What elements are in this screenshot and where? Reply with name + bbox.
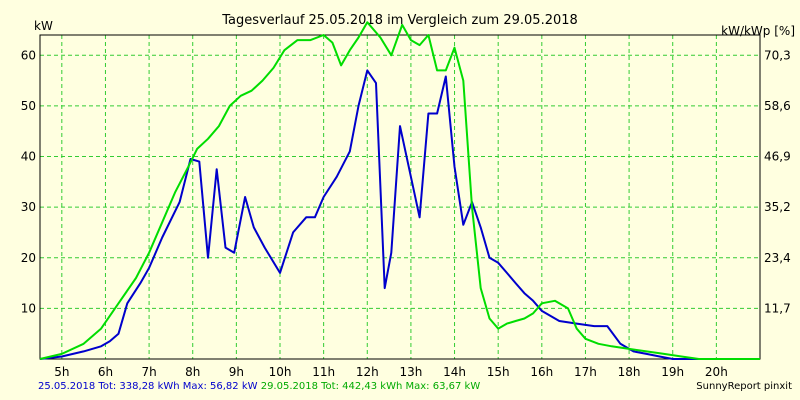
y-tick-label-left: 20 [21, 251, 36, 265]
chart-title: Tagesverlauf 25.05.2018 im Vergleich zum… [221, 13, 578, 28]
series-layer [39, 21, 760, 360]
series-line-2 [39, 21, 760, 360]
y-tick-label-right: 35,2 [764, 200, 791, 214]
legend-footer: 25.05.2018 Tot: 338,28 kWh Max: 56,82 kW… [38, 381, 480, 392]
series2-summary: 29.05.2018 Tot: 442,43 kWh Max: 63,67 kW [260, 381, 481, 392]
x-tick-label: 8h [185, 365, 200, 379]
x-tick-label: 7h [141, 365, 156, 379]
y-tick-label-right: 70,3 [764, 48, 791, 62]
y-tick-label-right: 23,4 [764, 251, 791, 265]
y-tick-label-left: 40 [21, 150, 36, 164]
x-tick-label: 5h [54, 365, 69, 379]
x-tick-label: 16h [530, 365, 553, 379]
grid [40, 35, 760, 359]
x-tick-label: 14h [443, 365, 466, 379]
x-tick-label: 17h [574, 365, 597, 379]
y-tick-label-right: 11,7 [764, 301, 791, 315]
y-tick-label-left: 10 [21, 301, 36, 315]
plot-border [39, 34, 761, 360]
series-line-1 [39, 69, 760, 360]
y-tick-labels-left: 10 20 30 40 50 60 [21, 48, 36, 315]
plot-frame [39, 34, 761, 360]
y-axis-label-left: kW [34, 19, 53, 33]
y-tick-label-right: 58,6 [764, 99, 791, 113]
credit-text: SunnyReport pinxit [696, 381, 792, 392]
x-tick-label: 20h [705, 365, 728, 379]
series1-summary: 25.05.2018 Tot: 338,28 kWh Max: 56,82 kW [38, 381, 258, 392]
x-tick-label: 9h [229, 365, 244, 379]
x-tick-label: 15h [487, 365, 510, 379]
x-tick-label: 11h [312, 365, 335, 379]
x-tick-label: 19h [661, 365, 684, 379]
x-tick-label: 18h [618, 365, 641, 379]
y-tick-label-left: 30 [21, 200, 36, 214]
x-tick-label: 10h [269, 365, 292, 379]
y-tick-labels-right: 11,7 23,4 35,2 46,9 58,6 70,3 [764, 48, 791, 315]
x-tick-label: 6h [98, 365, 113, 379]
x-tick-label: 12h [356, 365, 379, 379]
x-tick-label: 13h [399, 365, 422, 379]
y-axis-label-right: kW/kWp [%] [721, 24, 795, 38]
y-tick-label-left: 50 [21, 99, 36, 113]
y-tick-label-left: 60 [21, 48, 36, 62]
x-tick-labels: 5h 6h 7h 8h 9h 10h 11h 12h 13h 14h 15h 16h 17h 18h 19h… [54, 365, 728, 379]
y-tick-label-right: 46,9 [764, 149, 791, 163]
